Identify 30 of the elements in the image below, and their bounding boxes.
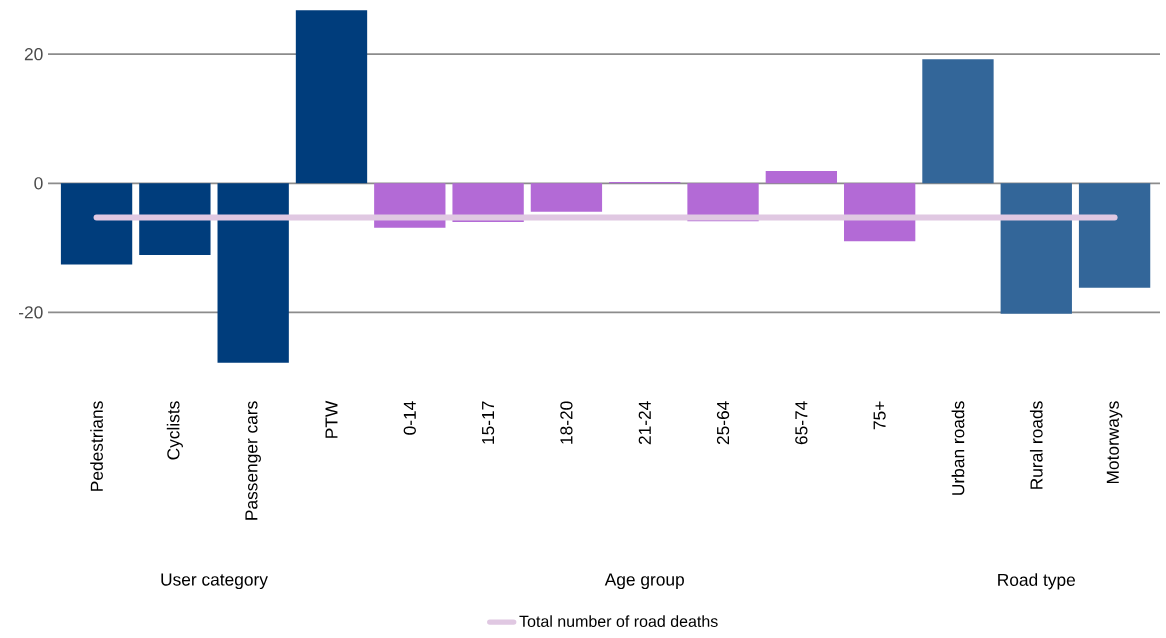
bar: [1078, 183, 1151, 288]
legend-label: Total number of road deaths: [519, 615, 718, 628]
x-tick-label: Passenger cars: [245, 401, 261, 520]
x-tick-label: 15-17: [482, 401, 495, 444]
x-tick-label: 0-14: [403, 401, 416, 435]
bar: [217, 183, 289, 363]
y-tick-label: 0: [34, 177, 43, 190]
bar: [295, 10, 368, 184]
x-tick-label: 21-24: [638, 401, 651, 445]
text: Age group: [604, 573, 684, 590]
y-tick-label: -20: [19, 306, 43, 319]
text: User category: [161, 573, 268, 590]
bar: [1000, 183, 1072, 314]
bar: [60, 183, 133, 265]
x-tick-label: 25-64: [716, 401, 730, 445]
x-tick-label: Rural roads: [1029, 401, 1043, 489]
x-tick-label: Pedestrians: [90, 401, 103, 491]
bar: [139, 183, 211, 255]
x-tick-label: Motorways: [1106, 401, 1123, 484]
bar: [765, 171, 838, 184]
bar: [922, 59, 994, 184]
y-tick-label: 20: [24, 48, 43, 61]
x-tick-label: 65-74: [795, 401, 808, 445]
x-tick-label: 18-20: [560, 401, 573, 444]
text: Road type: [998, 573, 1075, 590]
bar: [530, 183, 603, 212]
x-tick-label: PTW: [325, 400, 338, 438]
x-tick-label: Urban roads: [951, 401, 965, 495]
x-tick-label: 75+: [873, 401, 886, 430]
x-tick-label: Cyclists: [166, 401, 183, 460]
